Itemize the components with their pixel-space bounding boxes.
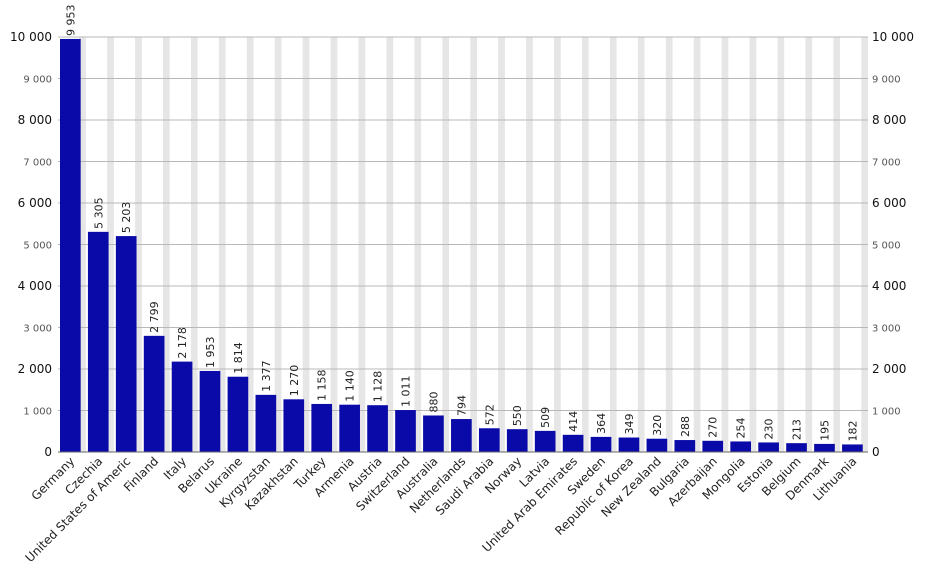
bar-value-label: 9 953 (64, 4, 77, 36)
bar (60, 38, 81, 452)
y-tick-label-left: 8 000 (18, 113, 52, 127)
y-tick-label-right: 1 000 (872, 407, 901, 418)
bar (115, 236, 137, 452)
y-tick-label-left: 0 (44, 445, 52, 459)
bar-value-label: 1 128 (372, 371, 385, 403)
bar-value-label: 1 140 (344, 370, 357, 402)
bar (171, 361, 193, 452)
y-tick-label-right: 7 000 (872, 158, 901, 169)
bar (367, 405, 388, 452)
bar-value-label: 414 (567, 411, 580, 432)
bar-value-label: 550 (511, 405, 524, 426)
bar-value-label: 270 (707, 417, 720, 438)
bar-value-label: 320 (651, 415, 664, 436)
bar (646, 438, 668, 452)
bar (87, 231, 109, 452)
bar (674, 440, 696, 452)
bar-value-label: 288 (679, 416, 692, 437)
bar-value-label: 1 377 (260, 360, 273, 392)
y-tick-label-left: 1 000 (23, 407, 52, 418)
y-tick-label-right: 8 000 (872, 113, 906, 127)
bar (227, 376, 249, 452)
bar (506, 429, 528, 452)
bar (590, 436, 612, 452)
bar-value-label: 880 (427, 391, 440, 412)
bar-value-label: 2 178 (176, 327, 189, 359)
bar-value-label: 195 (818, 420, 831, 441)
bar (339, 404, 360, 452)
bar (199, 370, 221, 452)
y-tick-label-left: 6 000 (18, 196, 52, 210)
bar (255, 394, 277, 452)
bar-value-label: 5 203 (120, 202, 133, 234)
bar-value-label: 509 (539, 407, 552, 428)
y-tick-label-right: 10 000 (872, 30, 914, 44)
y-tick-label-right: 9 000 (872, 75, 901, 86)
bar-value-label: 1 158 (316, 369, 329, 401)
bar-value-label: 182 (846, 420, 859, 441)
y-tick-label-right: 4 000 (872, 279, 906, 293)
bar (702, 440, 724, 452)
bar (451, 419, 472, 452)
bar (814, 443, 835, 452)
bar-value-label: 1 270 (288, 365, 301, 397)
y-tick-label-right: 5 000 (872, 241, 901, 252)
y-tick-label-left: 4 000 (18, 279, 52, 293)
bar-value-label: 794 (455, 395, 468, 416)
bar-value-label: 364 (595, 413, 608, 434)
bar (786, 443, 807, 452)
bar (758, 442, 779, 452)
y-tick-label-left: 5 000 (23, 241, 52, 252)
bar-value-label: 1 953 (204, 336, 217, 368)
bar (395, 410, 416, 452)
bar (618, 437, 640, 452)
bar-value-label: 572 (483, 404, 496, 425)
bar-value-label: 1 814 (232, 342, 245, 374)
y-tick-label-right: 2 000 (872, 362, 906, 376)
bar (283, 399, 305, 452)
bar-value-label: 230 (763, 418, 776, 439)
y-tick-label-left: 3 000 (23, 324, 52, 335)
bar-value-label: 213 (791, 419, 804, 440)
bar-value-label: 349 (623, 414, 636, 435)
bar (423, 415, 444, 452)
bar (562, 434, 584, 452)
bar (143, 335, 165, 452)
bar-value-label: 1 011 (400, 376, 413, 408)
bar-value-label: 2 799 (148, 301, 161, 333)
bar (534, 430, 556, 452)
bar (311, 403, 333, 452)
y-tick-label-right: 6 000 (872, 196, 906, 210)
y-tick-label-right: 0 (872, 445, 880, 459)
y-tick-label-left: 9 000 (23, 75, 52, 86)
y-tick-label-left: 7 000 (23, 158, 52, 169)
bar (730, 441, 752, 452)
y-tick-label-left: 2 000 (18, 362, 52, 376)
bar-value-label: 254 (735, 417, 748, 438)
y-tick-label-right: 3 000 (872, 324, 901, 335)
bar (842, 444, 863, 452)
bar (478, 428, 500, 452)
y-tick-label-left: 10 000 (10, 30, 52, 44)
bar-value-label: 5 305 (92, 197, 105, 229)
